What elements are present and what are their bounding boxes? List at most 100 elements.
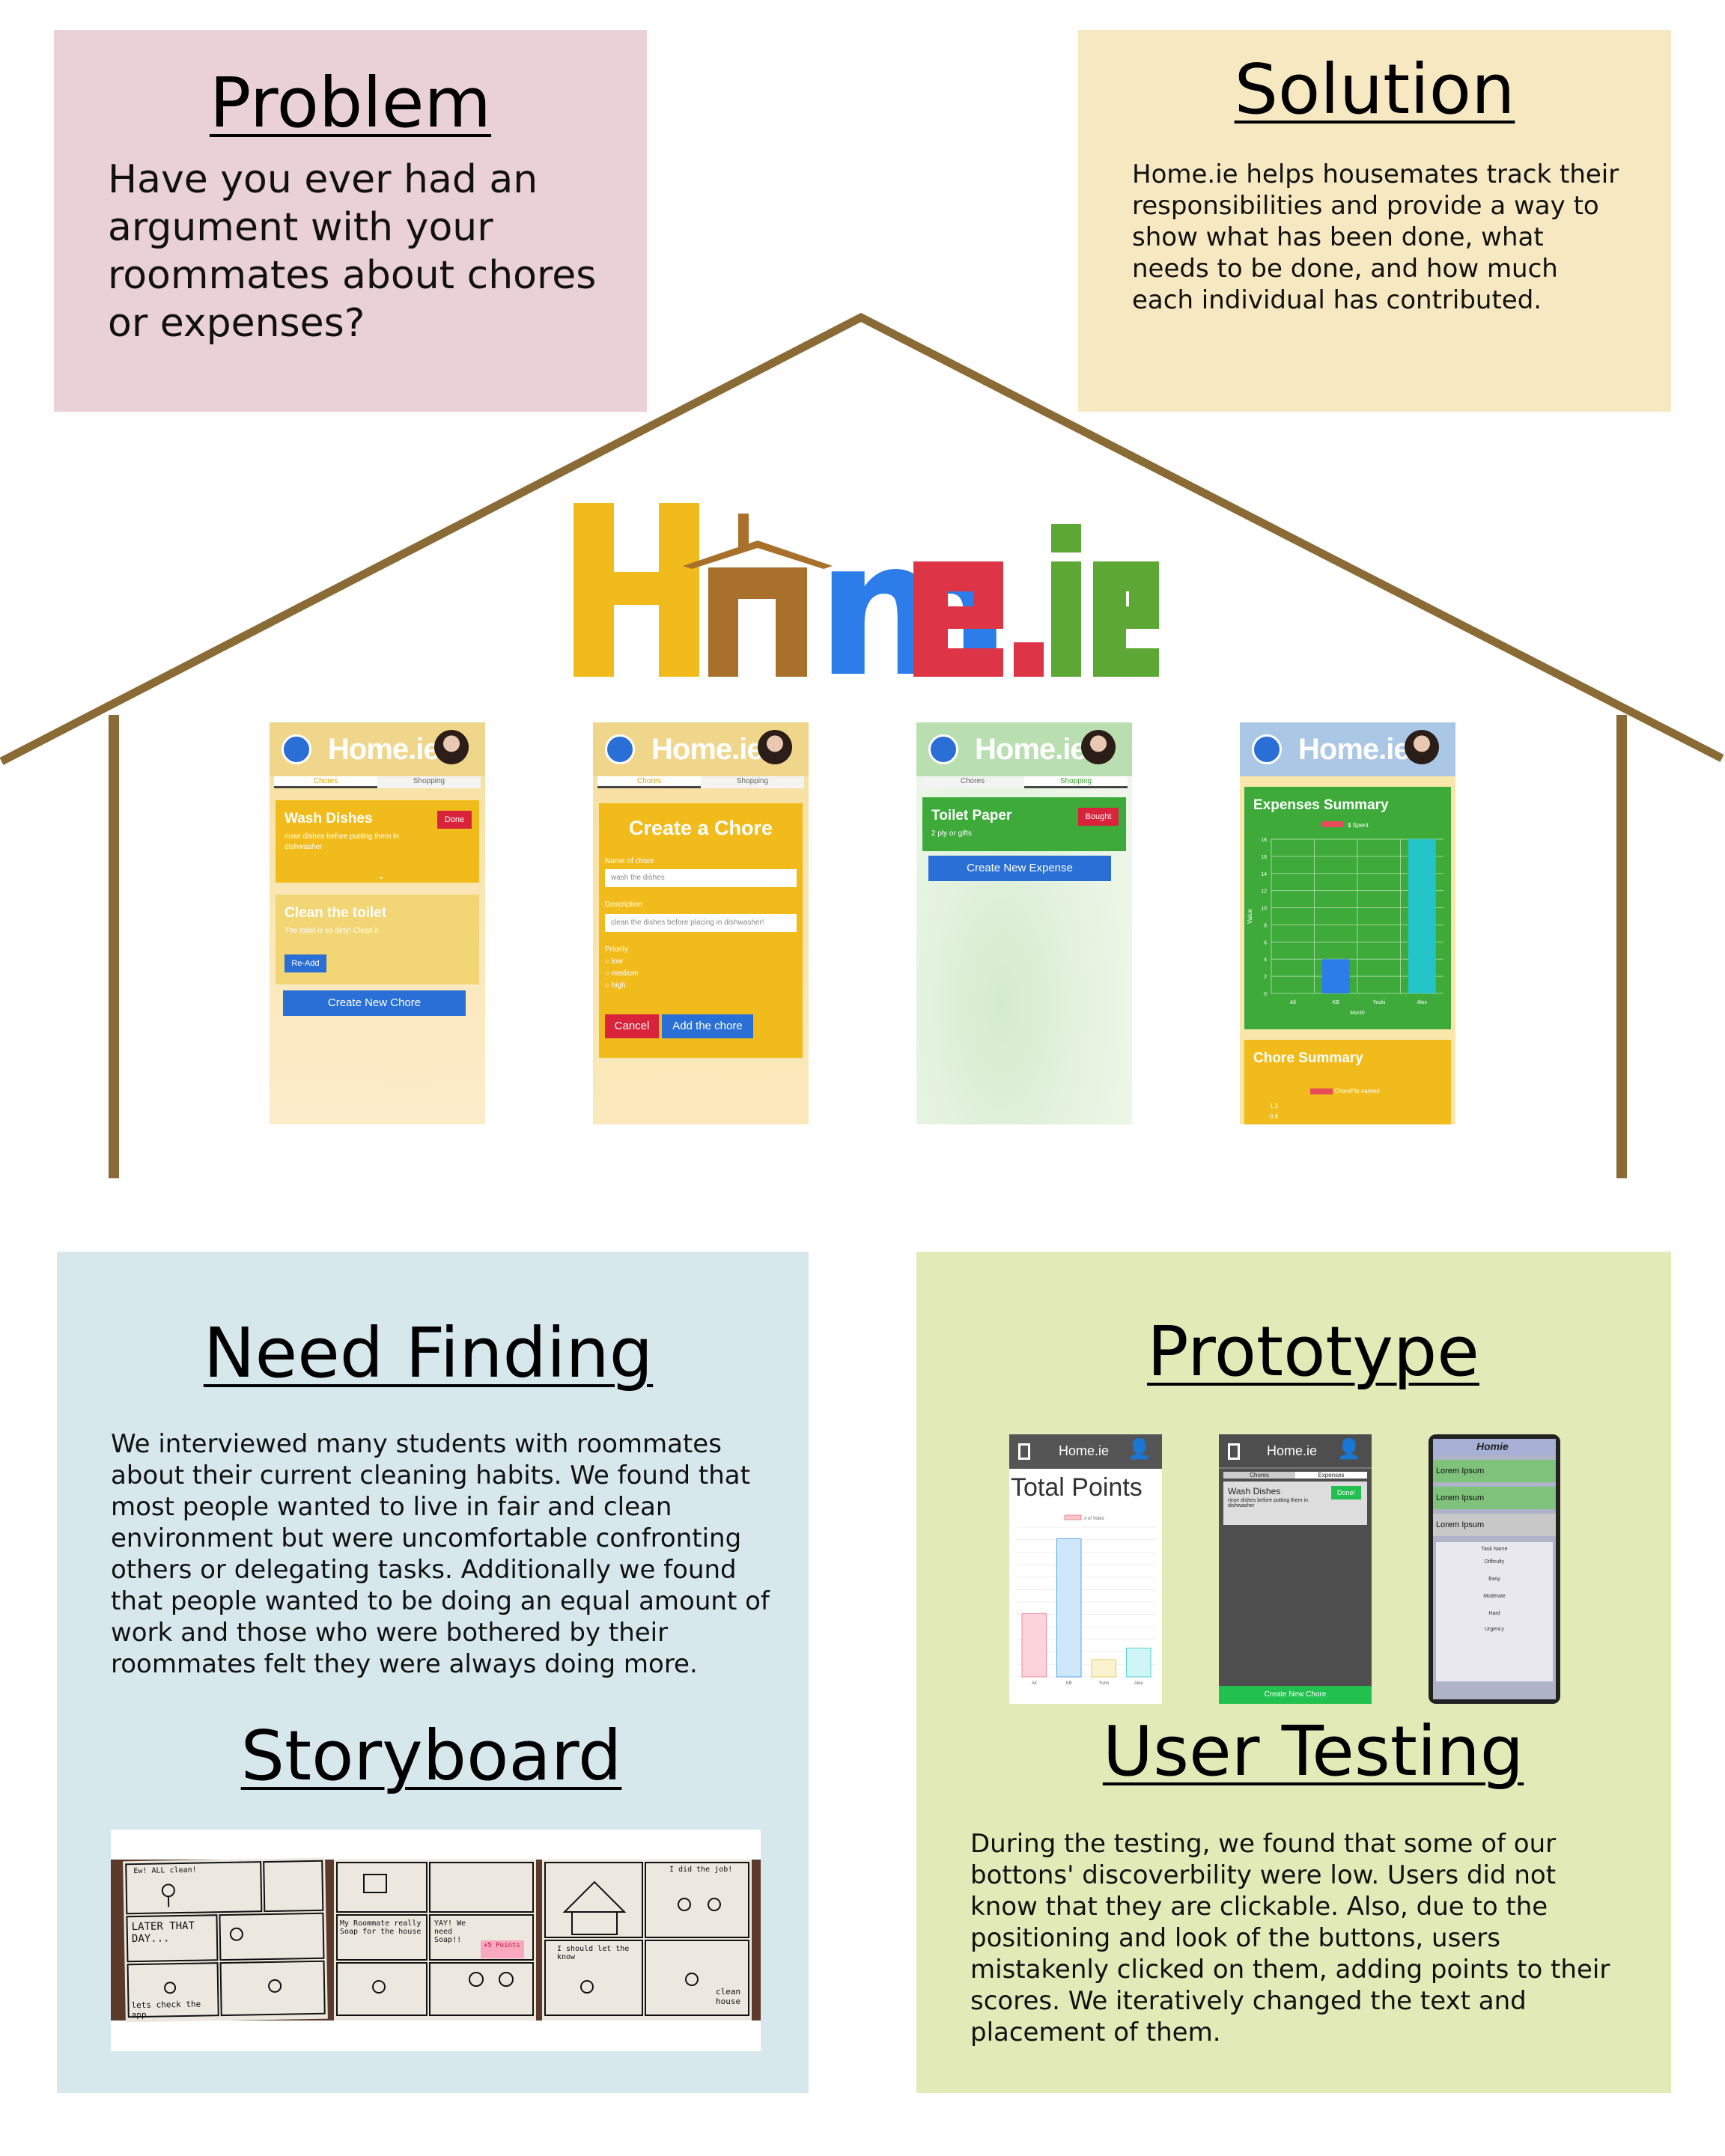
sketch-caption-1: I did the job! <box>669 1866 733 1874</box>
tab-chores[interactable]: Chores <box>921 776 1024 788</box>
logo-letter-e-red <box>913 561 1003 677</box>
form-option[interactable]: Easy <box>1488 1577 1500 1582</box>
sketch-drawing <box>336 1862 534 2016</box>
screen-app-name: Home.ie <box>651 733 764 766</box>
priority-low-radio[interactable]: ○ low <box>605 957 623 966</box>
chore-card-wash-dishes[interactable]: Wash Dishes rinse dishes before putting … <box>276 800 479 883</box>
tab-shopping[interactable]: Shopping <box>701 776 804 788</box>
sketch-caption-2: LATER THAT DAY... <box>131 1919 195 1946</box>
tab-chores[interactable]: Chores <box>274 776 377 788</box>
tab-expenses[interactable]: Expenses <box>1295 1472 1367 1479</box>
x-tick-label: Alex <box>1134 1681 1143 1686</box>
y-tick-label: 10 <box>1261 907 1267 912</box>
tab-chores[interactable]: Chores <box>597 776 701 788</box>
proto-list-item[interactable]: Lorem Ipsum <box>1433 1514 1556 1536</box>
create-new-chore-button[interactable]: Create New Chore <box>283 990 466 1016</box>
proto-total-title: Total Points <box>1011 1473 1143 1502</box>
x-tick-label: All <box>1032 1681 1037 1686</box>
y-tick-label: 2 <box>1264 975 1267 980</box>
add-chore-button[interactable]: Add the chore <box>662 1014 753 1038</box>
x-tick-label: KB <box>1333 1000 1340 1005</box>
proto-list-item[interactable]: Lorem Ipsum <box>1433 1460 1556 1482</box>
priority-label: Priority <box>605 945 629 954</box>
proto-list-item[interactable]: Lorem Ipsum <box>1433 1487 1556 1509</box>
tab-shopping[interactable]: Shopping <box>377 776 481 788</box>
y-tick-label: 4 <box>1264 957 1267 963</box>
user-icon[interactable]: 👤 <box>1336 1437 1361 1460</box>
proto-chore-card[interactable]: Wash Dishes rinse dishes before putting … <box>1223 1482 1367 1525</box>
logo-letter-h <box>574 503 699 677</box>
sketch-drawing <box>125 1860 326 2018</box>
name-input[interactable]: wash the dishes <box>605 869 797 887</box>
form-option[interactable]: Moderate <box>1483 1594 1506 1599</box>
avatar[interactable] <box>758 730 792 764</box>
proto-form: Task Name Difficulty Easy Moderate Hard … <box>1436 1542 1553 1681</box>
priority-high-radio[interactable]: ○ high <box>605 981 626 990</box>
done-button[interactable]: Done <box>437 811 472 829</box>
chore-legend-label: ChorePts earned <box>1334 1088 1380 1094</box>
chevron-down-icon[interactable]: ⌄ <box>377 871 386 881</box>
proto-header: Home.ie 👤 <box>1009 1434 1162 1469</box>
x-tick-label: Yumi <box>1099 1681 1109 1686</box>
solution-text: Home.ie helps housemates track their res… <box>1132 159 1619 315</box>
storyboard-frame-1: Ew! ALL clean! LATER THAT DAY... lets ch… <box>123 1857 328 2023</box>
tab-chores[interactable]: Chores <box>1223 1472 1295 1479</box>
problem-text: Have you ever had an argument with your … <box>108 157 597 346</box>
bought-button[interactable]: Bought <box>1078 808 1119 826</box>
screen-app-name: Home.ie <box>1298 733 1411 766</box>
chore-desc: rinse dishes before putting them in dish… <box>285 832 399 851</box>
avatar[interactable] <box>1405 730 1439 764</box>
proto-done-button[interactable]: Done! <box>1331 1486 1361 1499</box>
re-add-button[interactable]: Re-Add <box>285 954 326 972</box>
signal-icon[interactable] <box>605 734 635 764</box>
need-finding-panel: Need Finding We interviewed many student… <box>57 1252 809 2093</box>
radio-label: medium <box>611 969 639 978</box>
screen-tabs: Chores Shopping <box>921 776 1128 788</box>
legend-swatch <box>1064 1514 1082 1520</box>
screen-create-chore: Home.ie Chores Shopping Create a Chore N… <box>593 722 809 1124</box>
chore-card-clean-toilet[interactable]: Clean the toilet The toilet is so dirty!… <box>276 895 479 984</box>
name-label: Name of chore <box>605 857 654 865</box>
cancel-button[interactable]: Cancel <box>605 1014 659 1038</box>
user-icon[interactable]: 👤 <box>1127 1437 1151 1460</box>
solution-panel: Solution Home.ie helps housemates track … <box>1078 30 1671 412</box>
form-option[interactable]: Hard <box>1488 1611 1500 1616</box>
proto-header: Home.ie 👤 <box>1219 1434 1372 1469</box>
phone-icon <box>1228 1443 1240 1460</box>
y-tick-label: 16 <box>1261 855 1267 860</box>
priority-medium-radio[interactable]: ○ medium <box>605 969 639 978</box>
bar <box>1321 959 1350 993</box>
expenses-summary-title: Expenses Summary <box>1253 797 1389 813</box>
x-tick-label: Youki <box>1372 1000 1385 1005</box>
logo-letters-ie <box>1051 524 1159 677</box>
chore-title: Clean the toilet <box>285 905 387 921</box>
proto-app-name: Home.ie <box>1267 1443 1318 1458</box>
expense-card-toilet-paper[interactable]: Toilet Paper 2 ply or gifts Bought <box>922 797 1126 851</box>
expense-desc: 2 ply or gifts <box>931 829 972 838</box>
create-new-expense-button[interactable]: Create New Expense <box>928 856 1111 881</box>
tab-shopping[interactable]: Shopping <box>1024 776 1128 788</box>
screen-app-name: Home.ie <box>328 733 440 766</box>
proto-chore-desc: rinse dishes before putting them in dish… <box>1228 1498 1309 1508</box>
form-label: Task Name <box>1481 1547 1508 1552</box>
x-axis-label: Month <box>1350 1011 1365 1016</box>
description-input[interactable]: clean the dishes before placing in dishw… <box>605 914 797 932</box>
roof-line <box>0 312 1724 765</box>
avatar[interactable] <box>1081 730 1116 764</box>
chore-desc: The toilet is so dirty! Clean it <box>285 927 379 935</box>
bar <box>1091 1659 1117 1678</box>
create-chore-form: Create a Chore Name of chore wash the di… <box>599 803 803 1058</box>
user-testing-title: User Testing <box>1102 1711 1524 1791</box>
sketch-caption-3: lets check the app... <box>131 1999 201 2021</box>
storyboard-image: Ew! ALL clean! LATER THAT DAY... lets ch… <box>111 1830 761 2051</box>
signal-icon[interactable] <box>928 734 958 764</box>
avatar[interactable] <box>434 730 469 764</box>
storyboard-title: Storyboard <box>240 1716 622 1796</box>
proto-create-button[interactable]: Create New Chore <box>1219 1686 1372 1704</box>
sketch-caption-2: YAY! We need Soap!! <box>434 1919 466 1944</box>
logo-door <box>738 599 776 677</box>
signal-icon[interactable] <box>282 734 311 764</box>
bar <box>1408 839 1436 993</box>
form-label: Urgency <box>1484 1627 1505 1632</box>
signal-icon[interactable] <box>1252 734 1282 764</box>
